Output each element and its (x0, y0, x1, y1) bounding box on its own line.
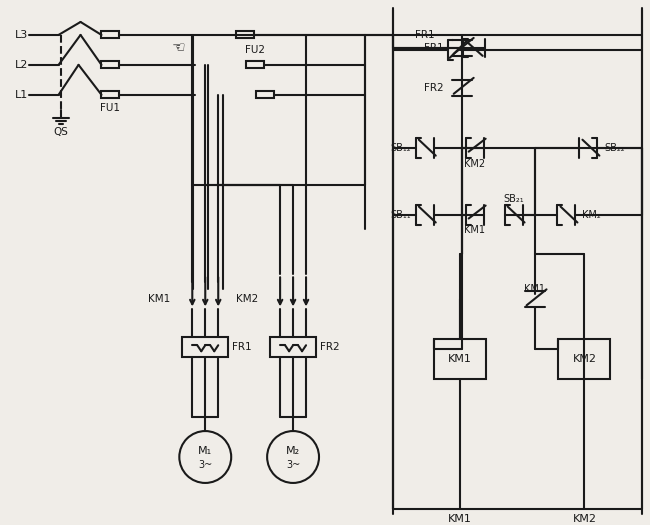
Text: L2: L2 (15, 60, 28, 70)
Text: KM1: KM1 (448, 354, 472, 364)
Text: M₂: M₂ (286, 446, 300, 456)
Text: FR2: FR2 (424, 83, 444, 93)
Text: SB₁₁: SB₁₁ (390, 209, 411, 219)
Text: FR1: FR1 (232, 342, 252, 352)
Text: FR2: FR2 (320, 342, 340, 352)
Bar (270, 337, 316, 357)
Text: FR1: FR1 (424, 43, 444, 53)
Text: SB₁₂: SB₁₂ (390, 143, 411, 153)
Text: FU1: FU1 (101, 103, 120, 113)
Bar (101, 91, 120, 98)
Text: KM2: KM2 (573, 354, 597, 364)
Bar (434, 339, 486, 379)
Text: SB₂₁: SB₂₁ (503, 194, 524, 204)
Text: KM1: KM1 (524, 285, 545, 295)
Text: KM1: KM1 (448, 514, 472, 524)
Text: FR1: FR1 (415, 30, 435, 40)
Text: KM2: KM2 (236, 295, 258, 304)
Text: KM1: KM1 (464, 226, 485, 236)
Bar (236, 32, 254, 38)
Text: KM1: KM1 (148, 295, 170, 304)
Text: M₁: M₁ (198, 446, 213, 456)
Bar (256, 91, 274, 98)
Text: L1: L1 (15, 90, 28, 100)
Text: KM₂: KM₂ (582, 209, 601, 219)
Text: SB₂₂: SB₂₂ (604, 143, 625, 153)
Bar (558, 339, 610, 379)
Bar (182, 337, 228, 357)
Text: 3~: 3~ (198, 460, 213, 470)
Bar (246, 61, 264, 68)
Bar (101, 61, 120, 68)
Text: QS: QS (53, 127, 68, 136)
Bar (101, 32, 120, 38)
Text: FU2: FU2 (245, 45, 265, 55)
Text: L3: L3 (15, 30, 28, 40)
Text: KM2: KM2 (573, 514, 597, 524)
Text: ☜: ☜ (172, 40, 185, 56)
Text: KM2: KM2 (464, 159, 486, 169)
Text: 3~: 3~ (286, 460, 300, 470)
